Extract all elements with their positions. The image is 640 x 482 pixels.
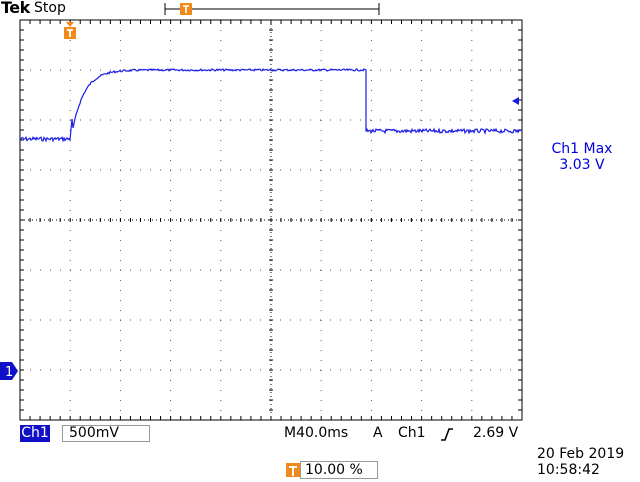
time-readout: 10:58:42 — [537, 462, 600, 478]
trigger-mode-readout: A — [373, 425, 383, 441]
trigger-source-readout: Ch1 — [398, 425, 426, 441]
acquisition-state: Stop — [34, 0, 66, 16]
ch1-ground-marker-icon[interactable]: 1 — [0, 362, 18, 380]
measurement-value: 3.03 V — [559, 157, 605, 173]
vertical-scale-readout: 500mV — [62, 425, 150, 442]
rising-edge-icon — [441, 428, 453, 441]
trigger-position-readout: 10.00 % — [300, 461, 378, 479]
ch1-waveform — [19, 68, 523, 143]
trigger-marker-icon — [286, 463, 300, 477]
measurement-title: Ch1 Max — [551, 141, 613, 157]
ground-marker-label: 1 — [5, 365, 13, 380]
trigger-level-readout: 2.69 V — [473, 425, 519, 441]
date-readout: 20 Feb 2019 — [537, 446, 625, 462]
channel-tag[interactable]: Ch1 — [20, 425, 50, 442]
trigger-position-icon[interactable] — [64, 22, 76, 40]
brand-logo: Tek — [1, 0, 30, 17]
record-position-bar — [164, 3, 380, 15]
scope-display — [19, 3, 523, 421]
timebase-readout: M40.0ms — [284, 425, 349, 441]
trigger-level-arrow-icon[interactable] — [510, 96, 520, 106]
